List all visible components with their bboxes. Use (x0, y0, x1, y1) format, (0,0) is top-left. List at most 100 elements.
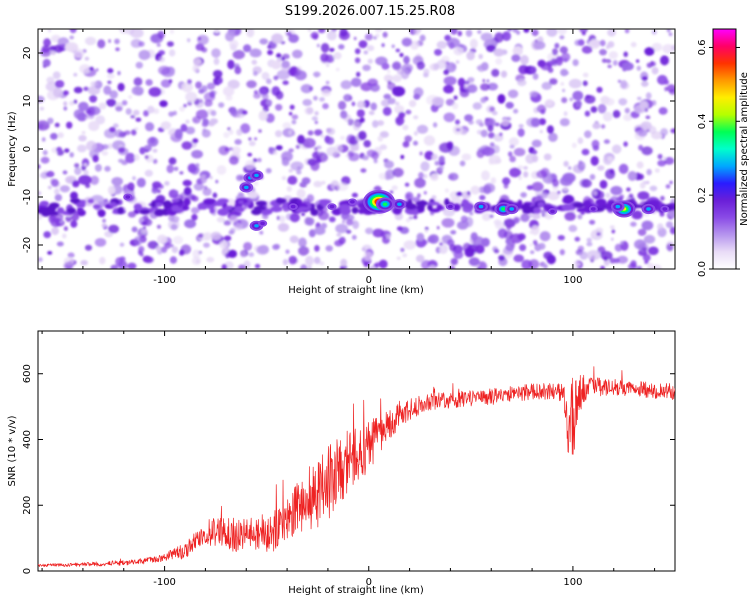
spectrogram-cell (546, 29, 558, 37)
spectrogram-cell (117, 71, 121, 76)
spectrogram-cell (218, 102, 225, 108)
spectrogram-cell (314, 226, 326, 235)
spectrogram-ridge-cell (183, 197, 191, 206)
spectrogram-cell (225, 253, 230, 259)
spectrogram-cell (466, 84, 478, 94)
spectrogram-cell (546, 125, 554, 134)
spectrogram-hotspot (123, 193, 133, 201)
spectrogram-cell (441, 218, 455, 228)
spectrogram-cell (56, 241, 64, 247)
spectrogram-cell (254, 137, 258, 141)
spectrogram-cell (498, 254, 505, 261)
spectrogram-hotspot (327, 203, 337, 211)
spectrogram-cell (502, 31, 512, 41)
spectrogram-cell (495, 122, 500, 127)
spectrogram-cell (340, 258, 348, 267)
spectrogram-cell (78, 135, 87, 142)
spectrogram-cell (320, 53, 329, 63)
spectrogram-cell (85, 116, 89, 120)
spectrogram-cell (568, 166, 572, 170)
spectrogram-cell (572, 59, 579, 67)
spectrogram-cell (385, 234, 391, 240)
spectrogram-cell (288, 255, 298, 265)
spectrogram-cell (606, 44, 610, 50)
spectrogram-ridge-cell (464, 202, 474, 210)
spectrogram-cell (333, 52, 342, 60)
spectrogram-cell (170, 224, 178, 231)
spectrogram-cell (443, 84, 454, 94)
spectrogram-cell (298, 246, 310, 256)
spectrogram-cell (272, 244, 280, 251)
spectrogram-cell (215, 179, 219, 184)
spectrogram-cell (325, 80, 330, 85)
spectrogram-cell (479, 195, 486, 201)
spectrogram-cell (549, 78, 558, 85)
spectrogram-cell (581, 148, 590, 156)
spectrogram-cell (304, 106, 314, 115)
spectrogram-cell (634, 104, 646, 114)
spectrogram-cell (552, 48, 558, 56)
spectrogram-cell (282, 53, 290, 60)
hotspot-contour (591, 207, 596, 211)
spectrogram-cell (249, 48, 262, 58)
spectrogram-cell (114, 38, 120, 45)
spectrogram-cell (414, 177, 426, 188)
spectrogram-cell (636, 65, 641, 71)
spectrogram-cell (43, 38, 51, 47)
spectrogram-cell (486, 44, 496, 53)
spectrogram-ridge-cell (537, 201, 545, 208)
spectrogram-cell (630, 221, 637, 227)
spectrogram-cell (351, 234, 357, 240)
spectrogram-cell (69, 100, 75, 106)
spectrogram-cell (436, 40, 447, 49)
spectrogram-cell (229, 215, 239, 223)
spectrogram-cell (229, 155, 239, 165)
spectrogram-cell (307, 265, 312, 269)
spectrogram-cell (182, 179, 192, 187)
spectrogram-cell (38, 164, 41, 169)
spectrogram-cell (450, 230, 457, 235)
snr-y-label: SNR (10 * v/v) (7, 415, 18, 486)
spectrogram-cell (651, 61, 656, 67)
spectrogram-cell (350, 77, 362, 87)
spectrogram-cell (417, 193, 421, 198)
spectrogram-cell (546, 176, 553, 183)
spectrogram-cell (383, 74, 393, 83)
spectrogram-cell (636, 265, 642, 269)
spectrogram-cell (325, 245, 334, 252)
spectrogram-cell (261, 93, 269, 100)
spectrogram-cell (97, 39, 106, 49)
spectrogram-cell (212, 70, 223, 78)
spectrogram-cell (133, 127, 139, 131)
spectrogram-cell (121, 100, 128, 106)
spectrogram-cell (453, 95, 458, 100)
spectrogram-ridge-cell (207, 204, 215, 210)
spectrogram-cell (649, 185, 658, 192)
spectrogram-cell (543, 153, 552, 161)
spectrogram-cell (487, 125, 494, 132)
spectrogram-cell (246, 80, 257, 89)
hotspot-contour (501, 207, 506, 211)
spectrogram-cell (448, 172, 459, 181)
spectrogram-cell (651, 264, 662, 269)
spectrogram-cell (392, 61, 402, 71)
spectrogram-cell (78, 175, 92, 185)
hotspot-contour (509, 207, 514, 211)
spectrogram-cell (216, 165, 227, 175)
spectrogram-cell (402, 141, 410, 148)
spectrogram-cell (499, 132, 503, 137)
spectrogram-cell (70, 220, 78, 228)
spectrogram-cell (669, 226, 675, 235)
spectrogram-cell (136, 177, 146, 188)
spectrogram-cell (356, 109, 365, 118)
spectrogram-ridge-cell (296, 199, 303, 204)
spectrogram-cell (248, 137, 252, 141)
spectrogram-cell (310, 160, 320, 171)
spectrogram-cell (602, 111, 613, 122)
spectrogram-cell (313, 180, 323, 188)
spectrogram-cell (487, 132, 495, 139)
spectrogram-cell (101, 150, 109, 156)
spectrogram-cell (618, 163, 629, 174)
spectrogram-cell (83, 169, 89, 176)
spectrogram-cell (539, 231, 551, 242)
